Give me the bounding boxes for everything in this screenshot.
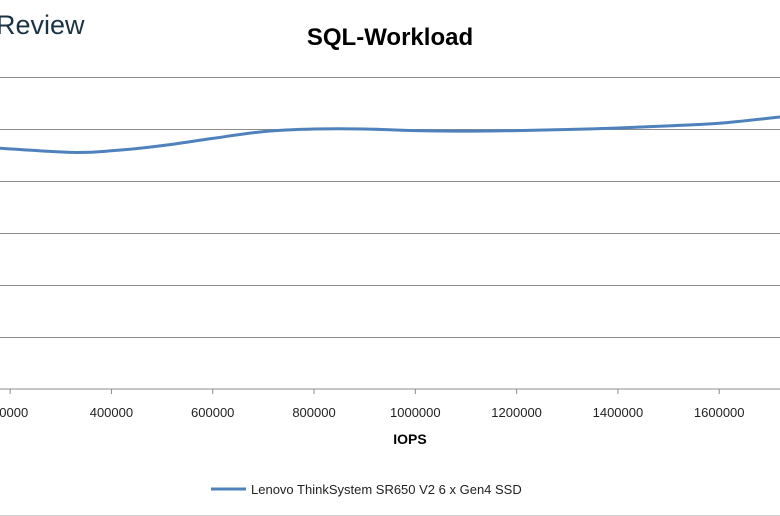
x-axis-title: IOPS — [393, 431, 426, 447]
x-tick-label-3: 800000 — [292, 405, 335, 420]
chart-title: SQL-Workload — [307, 24, 473, 51]
legend: Lenovo ThinkSystem SR650 V2 6 x Gen4 SSD — [211, 482, 522, 497]
x-tick-labels: 00000 400000 600000 800000 1000000 1200000 140… — [0, 389, 745, 420]
x-tick-label-2: 600000 — [191, 405, 234, 420]
x-tick-label-6: 1400000 — [593, 405, 644, 420]
x-tick-label-0: 00000 — [0, 405, 28, 420]
x-tick-label-7: 1600000 — [694, 405, 745, 420]
gridlines — [0, 77, 780, 338]
x-tick-label-1: 400000 — [90, 405, 133, 420]
series-line-0 — [0, 115, 780, 154]
x-tick-label-5: 1200000 — [491, 405, 542, 420]
logo-text: Review — [0, 10, 85, 40]
legend-label: Lenovo ThinkSystem SR650 V2 6 x Gen4 SSD — [251, 482, 522, 497]
series-group — [0, 115, 780, 154]
x-tick-label-4: 1000000 — [390, 405, 441, 420]
